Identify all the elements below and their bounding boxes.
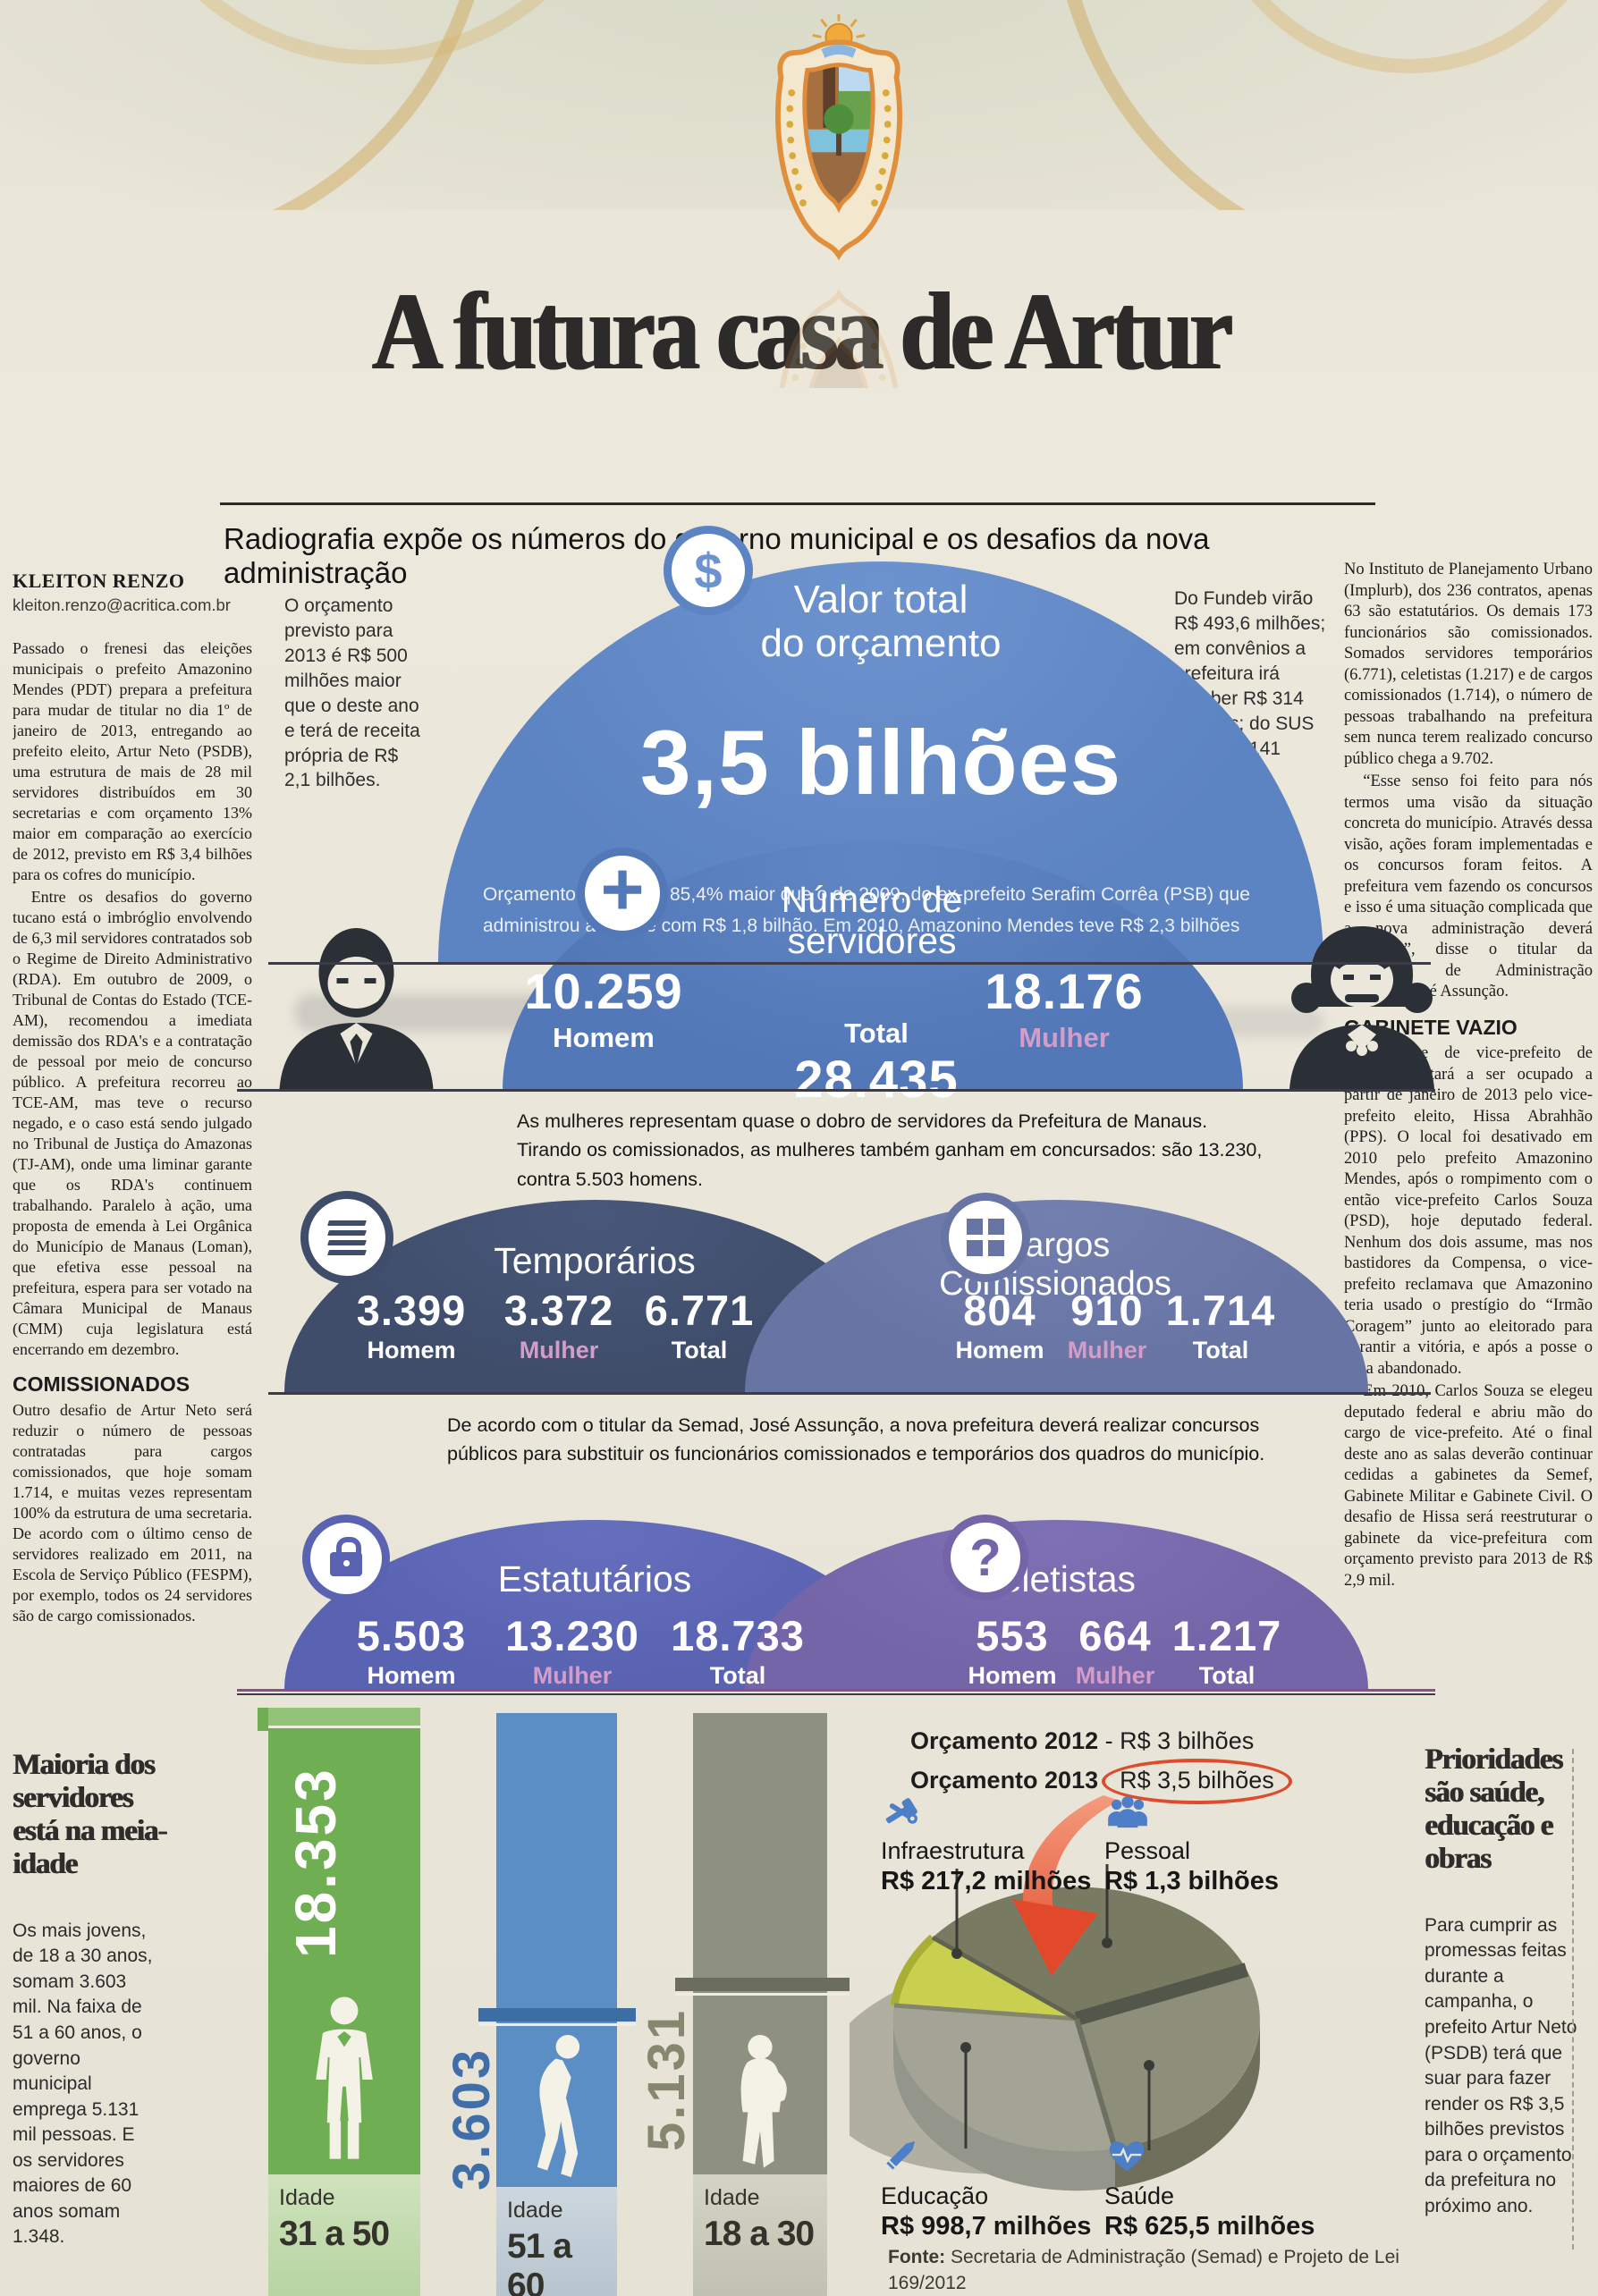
bar-marker-grey (675, 1978, 850, 1991)
stat-comissionados-homem: 804 Homem (955, 1287, 1044, 1363)
sidebar-prioridades: Prioridades são saúde, educação e obras … (1425, 1743, 1594, 2219)
highlighted-budget-2013: R$ 3,5 bilhões (1102, 1759, 1292, 1805)
bar-value-18a30: 5.131 (638, 2007, 696, 2151)
sidebar-heading: Prioridades são saúde, educação e obras (1425, 1743, 1563, 1875)
pie-label-educacao: Educação R$ 998,7 milhões (881, 2133, 1104, 2241)
heart-pulse-icon (1109, 2141, 1145, 2172)
concursos-caption: De acordo com o titular da Semad, José A… (447, 1414, 1265, 1465)
tools-icon (885, 1798, 917, 1824)
budget-pie-chart (850, 1864, 1261, 2191)
stat-servidores-homem: 10.259 Homem (524, 963, 683, 1053)
dome-title-valor: Valor total do orçamento (760, 578, 1002, 666)
question-icon: ? (943, 1515, 1028, 1600)
source-note: Fonte: Secretaria de Administração (Sema… (888, 2247, 1399, 2294)
man-icon (279, 928, 434, 1089)
right-article-column: No Instituto de Planejamento Urbano (Imp… (1344, 560, 1593, 1738)
bar-label-51a60: Idade 51 a 60 (496, 2187, 617, 2296)
orcamento-caption: Orçamento de 2013 é 85,4% maior que o de… (483, 884, 1250, 936)
young-person-icon (740, 2034, 787, 2168)
stat-temporarios-homem: 3.399 Homem (356, 1287, 467, 1363)
bar-value-51a60: 3.603 (443, 2047, 501, 2190)
stat-temporarios-mulher: 3.372 Mulher (503, 1287, 614, 1363)
dome-title-temporarios: Temporários (494, 1240, 696, 1281)
pie-label-saude: Saúde R$ 625,5 milhões (1104, 2137, 1337, 2241)
stat-celetistas-homem: 553 Homem (968, 1612, 1057, 1689)
stat-servidores-total: Total 28.435 (794, 1017, 959, 1109)
dome-title-servidores: Número de servidores (781, 879, 963, 961)
orcamento-value: 3,5 bilhões (639, 712, 1122, 814)
stat-temporarios-total: 6.771 Total (644, 1287, 755, 1363)
stat-estatutarios-total: 18.733 Total (671, 1612, 805, 1689)
title-rule (220, 502, 1375, 505)
list-icon (300, 1191, 393, 1284)
elderly-man-icon (537, 2035, 580, 2178)
woman-icon (1289, 926, 1434, 1089)
people-icon (1108, 1795, 1147, 1828)
bar-marker-blue (478, 2008, 636, 2022)
plus-icon: + (577, 847, 668, 939)
bar-label-31a50: Idade 31 a 50 (268, 2174, 420, 2296)
stat-comissionados-mulher: 910 Mulher (1067, 1287, 1147, 1363)
stat-servidores-mulher: 18.176 Mulher (985, 963, 1144, 1053)
byline-email: kleiton.renzo@acritica.com.br (13, 595, 231, 614)
article-paragraph: Passado o frenesi das eleições municipai… (13, 639, 252, 883)
budget-comparison: Orçamento 2012 - R$ 3 bilhões Orçamento … (910, 1724, 1292, 1805)
dome-title-estatutarios: Estatutários (497, 1558, 692, 1600)
pie-label-pessoal: Pessoal R$ 1,3 bilhões (1104, 1795, 1328, 1896)
stat-celetistas-total: 1.217 Total (1171, 1612, 1282, 1689)
orcamento-note-left: O orçamento previsto para 2013 é R$ 500 … (284, 595, 420, 791)
left-article-column: KLEITON RENZO kleiton.renzo@acritica.com… (13, 570, 252, 1742)
article-paragraph: O gabinete de vice-prefeito de Manaus vo… (1344, 1044, 1593, 1378)
red-arrow-icon (1012, 1795, 1120, 1976)
column-divider (1572, 1749, 1574, 2250)
manaus-crest-icon (758, 13, 919, 388)
article-paragraph: “Esse senso foi feito para nós termos um… (1344, 772, 1593, 1000)
article-paragraph: No Instituto de Planejamento Urbano (Imp… (1344, 561, 1593, 768)
byline: KLEITON RENZO (13, 570, 185, 592)
sidebar-heading: Maioria dos servidores está na meia-idad… (13, 1749, 167, 1880)
dollar-icon: $ (664, 526, 753, 615)
pie-label-infraestrutura: Infraestrutura R$ 217,2 milhões (881, 1795, 1104, 1896)
article-paragraph: Outro desafio de Artur Neto será reduzir… (13, 1401, 252, 1625)
article-paragraph: Entre os desafios do governo tucano está… (13, 888, 252, 1358)
section-heading-comissionados: COMISSIONADOS (13, 1372, 190, 1396)
pencil-icon (886, 2140, 916, 2170)
article-paragraph: Em 2010, Carlos Souza se elegeu deputado… (1344, 1382, 1593, 1590)
stat-celetistas-mulher: 664 Mulher (1075, 1612, 1155, 1689)
stat-estatutarios-homem: 5.503 Homem (356, 1612, 467, 1689)
stat-estatutarios-mulher: 13.230 Mulher (505, 1612, 639, 1689)
stat-comissionados-total: 1.714 Total (1165, 1287, 1276, 1363)
sidebar-maioria: Maioria dos servidores está na meia-idad… (13, 1749, 172, 2250)
bar-value-31a50: 18.353 (283, 1767, 348, 1958)
grid-icon (941, 1193, 1030, 1282)
dome-title-celetistas: Celetistas (974, 1558, 1136, 1600)
servidores-caption: As mulheres representam quase o dobro de… (517, 1110, 1263, 1190)
sidebar-body: Para cumprir as promessas feitas durante… (1425, 1914, 1577, 2216)
sidebar-body: Os mais jovens, de 18 a 30 anos, somam 3… (13, 1920, 153, 2248)
businessman-icon (316, 1996, 373, 2159)
lock-icon (302, 1515, 390, 1602)
bar-label-18a30: Idade 18 a 30 (693, 2174, 827, 2296)
bar-marker-green-tab (258, 1708, 268, 1731)
